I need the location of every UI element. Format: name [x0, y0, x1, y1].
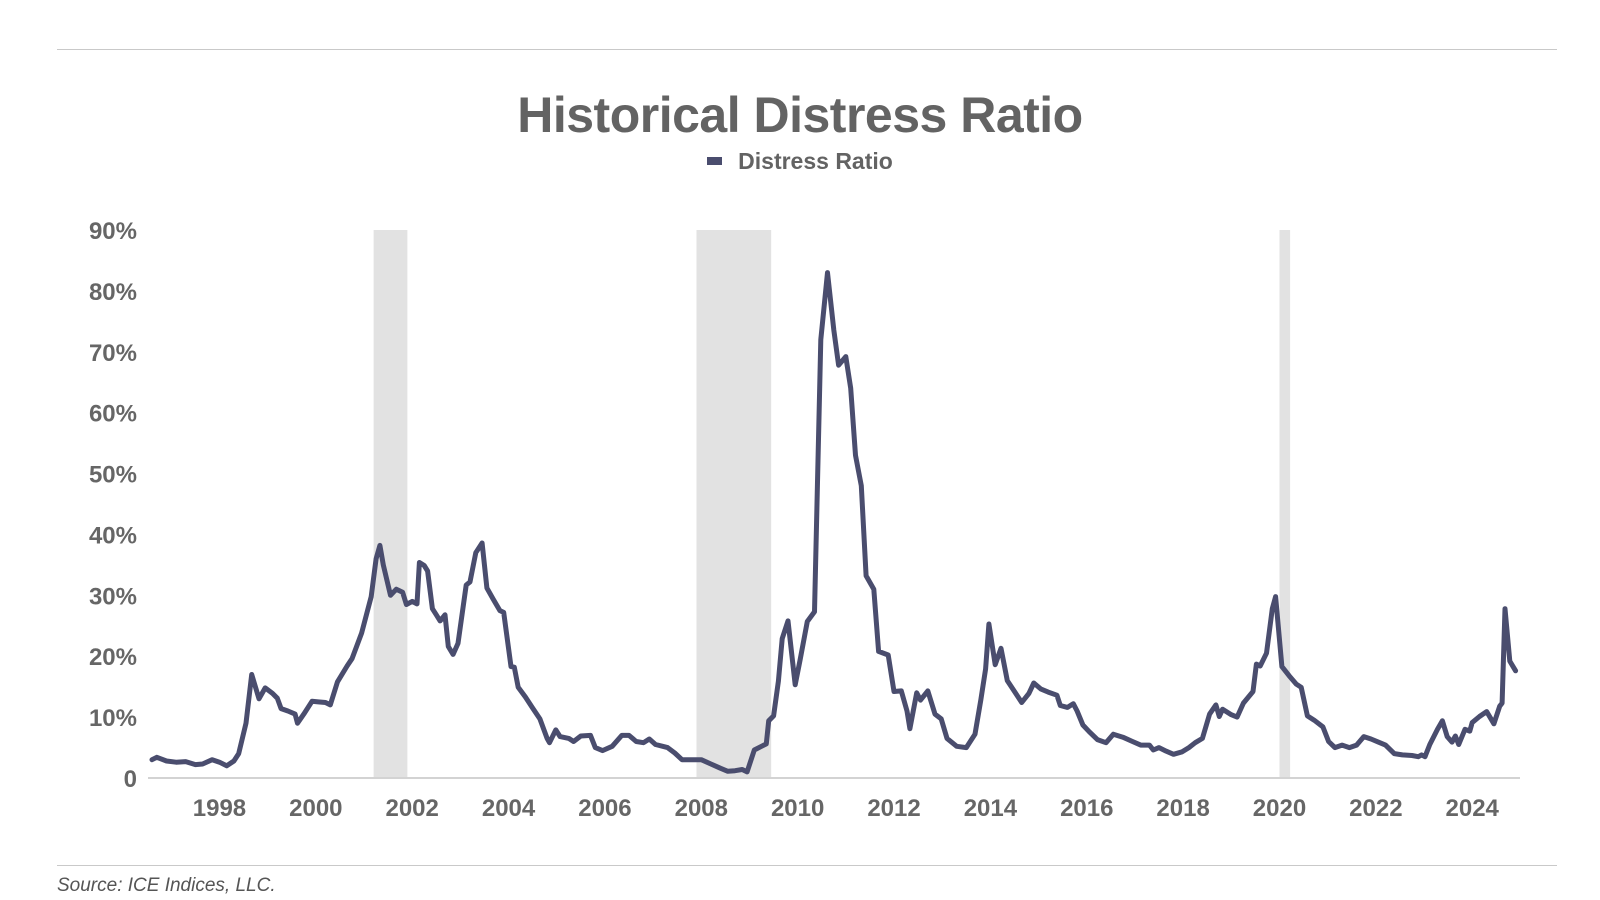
shaded-period — [1279, 230, 1291, 778]
x-tick-label: 2004 — [482, 795, 536, 822]
y-tick-label: 0 — [124, 766, 137, 793]
y-tick-label: 40% — [89, 522, 137, 549]
y-tick-label: 80% — [89, 279, 137, 306]
distress-ratio-chart: 0 10% 20% 30% 40% 50% 60% 70% 80% 90% 1998 2000 2002… — [89, 218, 1520, 822]
y-tick-label: 60% — [89, 401, 137, 428]
y-tick-label: 90% — [89, 218, 137, 245]
x-tick-label: 2022 — [1349, 795, 1402, 822]
chart-title: Historical Distress Ratio — [517, 87, 1083, 143]
legend: Distress Ratio — [0, 148, 1600, 175]
y-tick-label: 20% — [89, 644, 137, 671]
shaded-period — [696, 230, 772, 778]
x-tick-label: 2008 — [675, 795, 728, 822]
x-tick-label: 2016 — [1060, 795, 1113, 822]
x-tick-label: 2000 — [289, 795, 342, 822]
x-tick-label: 2006 — [578, 795, 631, 822]
x-tick-label: 2018 — [1156, 795, 1209, 822]
y-tick-label: 70% — [89, 340, 137, 367]
x-tick-label: 2024 — [1446, 795, 1500, 822]
y-tick-label: 10% — [89, 705, 137, 732]
source-note: Source: ICE Indices, LLC. — [57, 875, 276, 896]
x-tick-label: 2012 — [867, 795, 920, 822]
bottom-divider — [57, 865, 1557, 866]
x-tick-label: 2020 — [1253, 795, 1306, 822]
y-tick-label: 30% — [89, 583, 137, 610]
series-line — [149, 270, 1519, 775]
x-tick-label: 1998 — [193, 795, 246, 822]
shaded-period — [373, 230, 408, 778]
x-tick-label: 2014 — [964, 795, 1018, 822]
x-tick-label: 2010 — [771, 795, 824, 822]
y-tick-label: 50% — [89, 462, 137, 489]
legend-label: Distress Ratio — [738, 148, 893, 174]
top-divider — [57, 49, 1557, 50]
legend-swatch — [707, 156, 723, 165]
x-tick-label: 2002 — [385, 795, 438, 822]
